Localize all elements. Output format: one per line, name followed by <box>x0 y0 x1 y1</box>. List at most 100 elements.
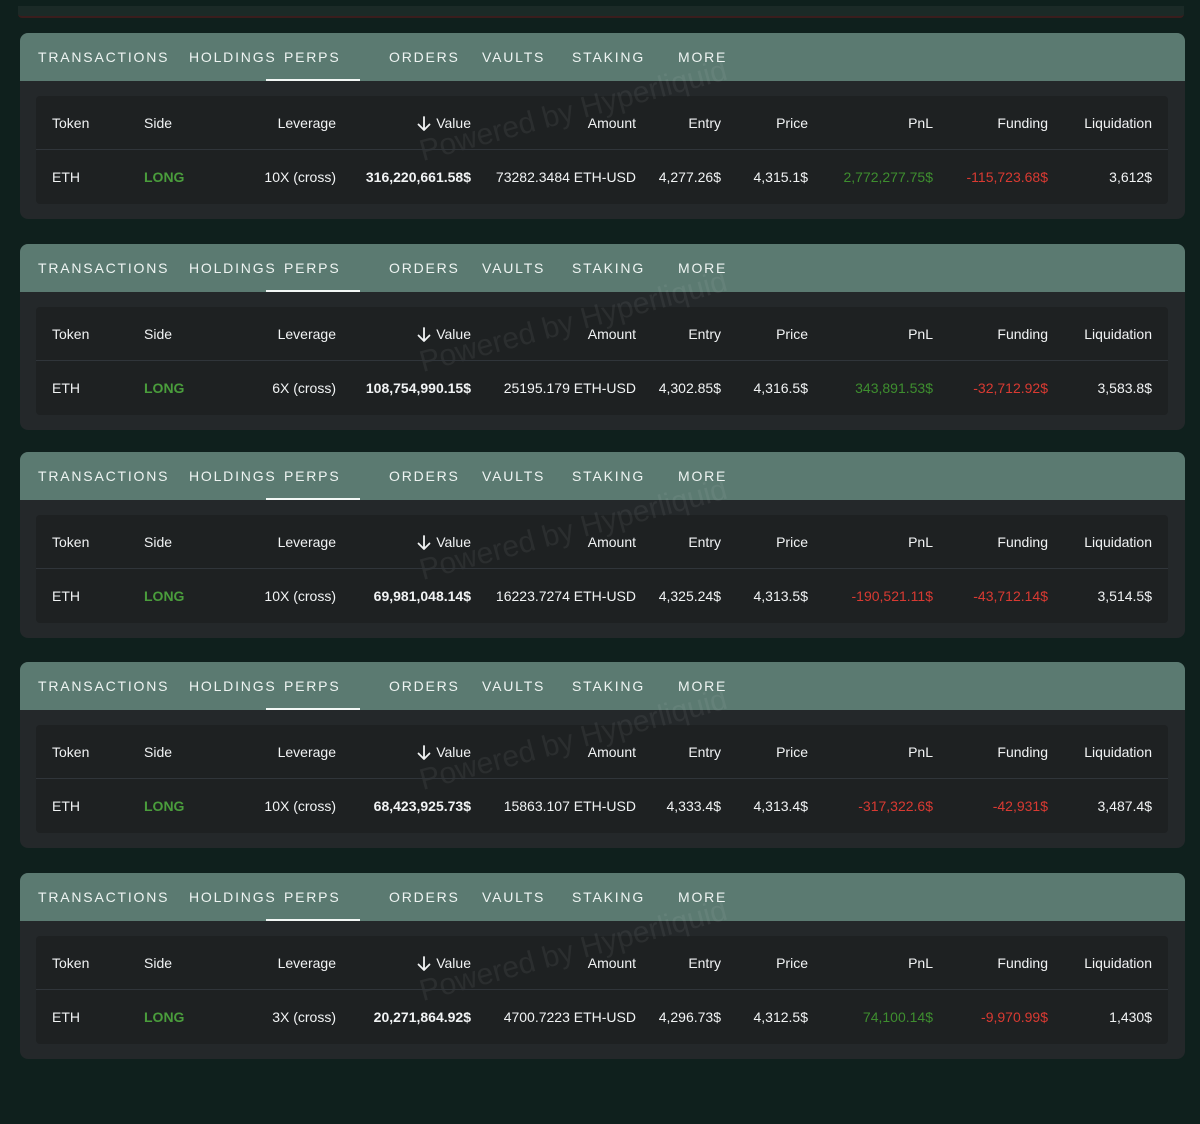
column-header-label: PnL <box>908 744 933 760</box>
positions-table: Powered by Hyperliquid Token Side Leverage V… <box>36 473 1168 623</box>
column-header-side: Side <box>144 936 234 990</box>
cell-value: 68,423,925.73$ <box>373 798 471 814</box>
tab-vaults[interactable]: VAULTS <box>482 889 546 905</box>
tab-vaults[interactable]: VAULTS <box>482 678 546 694</box>
tab-holdings[interactable]: HOLDINGS <box>189 468 277 484</box>
tab-perps[interactable]: PERPS <box>265 452 362 500</box>
positions-table: Powered by Hyperliquid Token Side Leverage V… <box>36 894 1168 1044</box>
column-header-side: Side <box>144 96 234 150</box>
tab-orders[interactable]: ORDERS <box>389 49 460 65</box>
tab-transactions[interactable]: TRANSACTIONS <box>38 260 170 276</box>
cell-value: 316,220,661.58$ <box>365 169 471 185</box>
tab-perps[interactable]: PERPS <box>265 873 362 921</box>
tab-bar: TRANSACTIONS HOLDINGS PERPS ORDERS VAULTS STA… <box>20 244 1185 292</box>
table-header-row: Token Side Leverage Value Amount Entry Price Pn… <box>36 725 1168 779</box>
column-header-label: Side <box>144 326 173 342</box>
table-header-row: Token Side Leverage Value Amount Entry Price Pn… <box>36 307 1168 361</box>
column-header-value[interactable]: Value <box>316 515 471 569</box>
column-header-label: Entry <box>688 955 721 971</box>
tab-vaults[interactable]: VAULTS <box>482 49 546 65</box>
column-header-label: Liquidation <box>1084 744 1152 760</box>
tab-vaults[interactable]: VAULTS <box>482 260 546 276</box>
column-header-funding: Funding <box>933 936 1048 990</box>
column-header-leverage: Leverage <box>206 725 336 779</box>
tab-transactions[interactable]: TRANSACTIONS <box>38 889 170 905</box>
tab-staking[interactable]: STAKING <box>572 678 646 694</box>
column-header-amount: Amount <box>466 307 636 361</box>
cell-token: ETH <box>52 798 80 814</box>
column-header-amount: Amount <box>466 96 636 150</box>
cell-pnl: 2,772,277.75$ <box>843 169 933 185</box>
tab-transactions[interactable]: TRANSACTIONS <box>38 468 170 484</box>
column-header-label: Liquidation <box>1084 955 1152 971</box>
table-row[interactable]: ETH LONG 10X (cross) 69,981,048.14$ 16223.72… <box>36 569 1168 623</box>
column-header-label: Value <box>436 326 471 342</box>
cell-entry: 4,325.24$ <box>658 588 721 604</box>
column-header-token: Token <box>52 307 132 361</box>
tab-holdings[interactable]: HOLDINGS <box>189 260 277 276</box>
column-header-label: Value <box>436 115 471 131</box>
tab-staking[interactable]: STAKING <box>572 260 646 276</box>
column-header-leverage: Leverage <box>206 515 336 569</box>
column-header-value[interactable]: Value <box>316 936 471 990</box>
tab-more[interactable]: MORE <box>678 889 728 905</box>
tab-transactions[interactable]: TRANSACTIONS <box>38 678 170 694</box>
tab-orders[interactable]: ORDERS <box>389 678 460 694</box>
positions-table: Powered by Hyperliquid Token Side Leverage V… <box>36 54 1168 204</box>
tab-perps[interactable]: PERPS <box>265 244 362 292</box>
cell-side: LONG <box>144 169 185 185</box>
column-header-label: Amount <box>587 326 636 342</box>
position-panel: TRANSACTIONS HOLDINGS PERPS ORDERS VAULTS STA… <box>20 873 1185 1059</box>
cell-side: LONG <box>144 380 185 396</box>
column-header-value[interactable]: Value <box>316 307 471 361</box>
column-header-label: Funding <box>997 744 1048 760</box>
table-row[interactable]: ETH LONG 10X (cross) 68,423,925.73$ 15863.10… <box>36 779 1168 833</box>
tab-orders[interactable]: ORDERS <box>389 889 460 905</box>
column-header-label: PnL <box>908 534 933 550</box>
column-header-label: Side <box>144 744 173 760</box>
column-header-label: Entry <box>688 744 721 760</box>
cell-side: LONG <box>144 1009 185 1025</box>
column-header-side: Side <box>144 725 234 779</box>
tab-more[interactable]: MORE <box>678 260 728 276</box>
cell-value: 69,981,048.14$ <box>373 588 471 604</box>
column-header-value[interactable]: Value <box>316 96 471 150</box>
column-header-funding: Funding <box>933 96 1048 150</box>
column-header-value[interactable]: Value <box>316 725 471 779</box>
tab-staking[interactable]: STAKING <box>572 49 646 65</box>
column-header-token: Token <box>52 725 132 779</box>
cell-funding: -32,712.92$ <box>973 380 1048 396</box>
column-header-label: Funding <box>997 115 1048 131</box>
tab-perps[interactable]: PERPS <box>265 33 362 81</box>
column-header-entry: Entry <box>636 515 721 569</box>
cell-token: ETH <box>52 169 80 185</box>
cell-price: 4,316.5$ <box>753 380 809 396</box>
cell-leverage: 3X (cross) <box>272 1009 336 1025</box>
table-row[interactable]: ETH LONG 10X (cross) 316,220,661.58$ 73282.3… <box>36 150 1168 204</box>
tab-transactions[interactable]: TRANSACTIONS <box>38 49 170 65</box>
cell-liquidation: 1,430$ <box>1109 1009 1152 1025</box>
tab-more[interactable]: MORE <box>678 468 728 484</box>
tab-orders[interactable]: ORDERS <box>389 468 460 484</box>
arrow-down-icon <box>417 535 431 551</box>
tab-holdings[interactable]: HOLDINGS <box>189 678 277 694</box>
cell-leverage: 10X (cross) <box>264 798 336 814</box>
tab-perps[interactable]: PERPS <box>265 662 362 710</box>
column-header-leverage: Leverage <box>206 96 336 150</box>
tab-holdings[interactable]: HOLDINGS <box>189 889 277 905</box>
column-header-label: Entry <box>688 115 721 131</box>
column-header-label: PnL <box>908 115 933 131</box>
table-row[interactable]: ETH LONG 6X (cross) 108,754,990.15$ 25195.17… <box>36 361 1168 415</box>
tab-staking[interactable]: STAKING <box>572 889 646 905</box>
tab-holdings[interactable]: HOLDINGS <box>189 49 277 65</box>
column-header-token: Token <box>52 96 132 150</box>
column-header-label: Liquidation <box>1084 534 1152 550</box>
tab-more[interactable]: MORE <box>678 49 728 65</box>
table-row[interactable]: ETH LONG 3X (cross) 20,271,864.92$ 4700.7223… <box>36 990 1168 1044</box>
column-header-pnl: PnL <box>808 307 933 361</box>
tab-orders[interactable]: ORDERS <box>389 260 460 276</box>
tab-more[interactable]: MORE <box>678 678 728 694</box>
tab-staking[interactable]: STAKING <box>572 468 646 484</box>
tab-vaults[interactable]: VAULTS <box>482 468 546 484</box>
column-header-leverage: Leverage <box>206 307 336 361</box>
